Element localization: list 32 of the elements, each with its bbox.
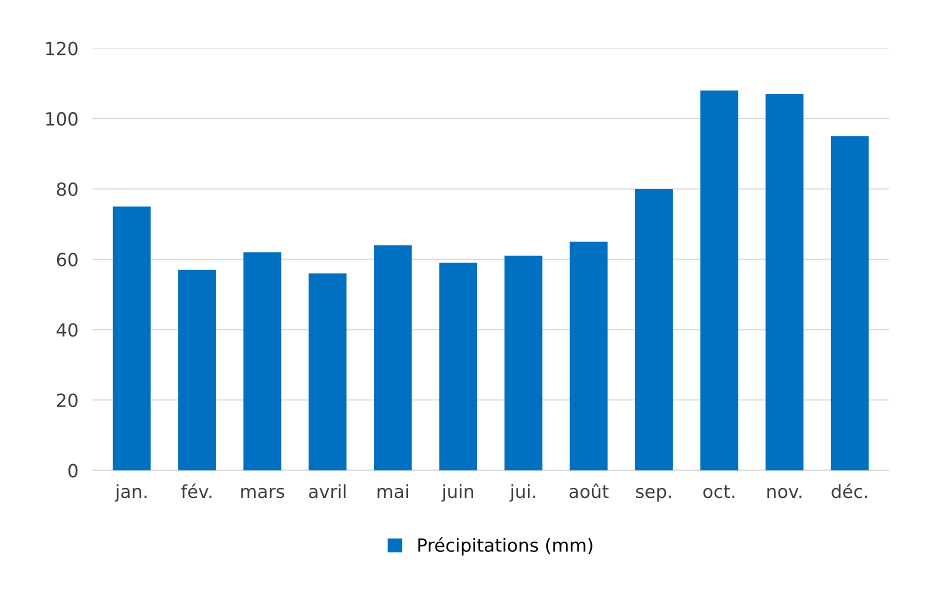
y-tick-label: 100 xyxy=(46,112,78,126)
bar xyxy=(570,242,608,470)
x-tick-label: sep. xyxy=(636,488,671,502)
y-tick-label: 60 xyxy=(56,252,78,266)
y-tick-label: 40 xyxy=(56,323,78,337)
x-tick-label: jui. xyxy=(509,484,536,502)
x-tick-label: nov. xyxy=(767,488,802,498)
x-tick-label: déc. xyxy=(832,484,867,498)
y-tick-label: 20 xyxy=(57,393,78,408)
x-tick-label: fév. xyxy=(181,484,212,498)
bar xyxy=(766,94,804,470)
bar xyxy=(178,270,216,470)
x-tick-label: jan. xyxy=(114,484,146,502)
bar xyxy=(439,262,478,470)
bar xyxy=(112,206,151,470)
x-tick-label: avril xyxy=(309,484,346,498)
x-tick-label: mai xyxy=(378,484,408,498)
x-tick-label: juin xyxy=(441,484,474,502)
y-tick-label: 120 xyxy=(46,42,78,56)
bar xyxy=(635,188,673,470)
x-tick-label: mars xyxy=(241,488,284,498)
y-tick-label: 80 xyxy=(56,182,78,196)
bar xyxy=(308,273,347,470)
bar xyxy=(374,245,412,470)
bar xyxy=(504,256,542,470)
bar xyxy=(830,136,869,470)
legend-label: Précipitations (mm) xyxy=(418,537,592,556)
bar xyxy=(243,252,282,470)
x-tick-label: août xyxy=(569,484,609,498)
x-tick-label: oct. xyxy=(703,485,734,498)
y-tick-label: 0 xyxy=(68,464,78,478)
bar xyxy=(700,90,738,470)
